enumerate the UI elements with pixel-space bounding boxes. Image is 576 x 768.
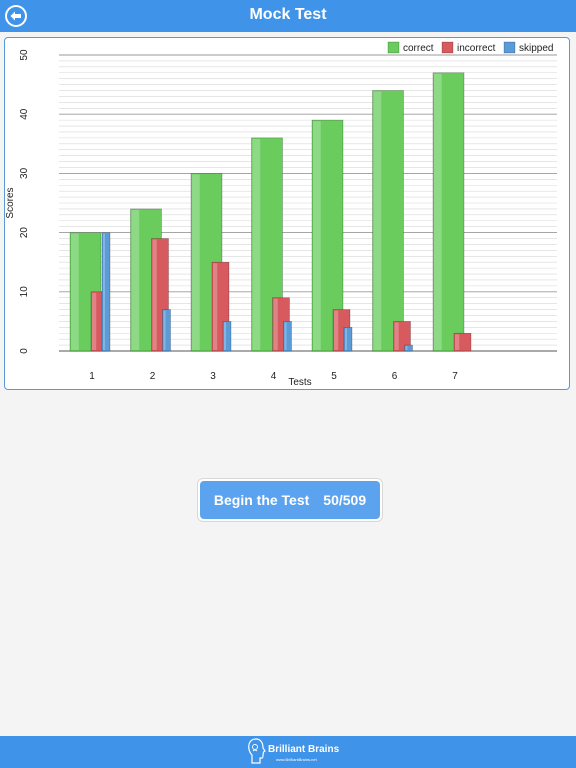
x-tick-label: 3 bbox=[210, 371, 216, 382]
brand-name: Brilliant Brains bbox=[268, 744, 340, 755]
x-tick-label: 4 bbox=[271, 371, 277, 382]
y-tick-label: 10 bbox=[19, 286, 30, 298]
top-bar: Mock Test bbox=[0, 0, 576, 32]
x-tick-label: 6 bbox=[392, 371, 398, 382]
incorrect-bar bbox=[393, 321, 411, 352]
scores-chart-panel: 0 10 20 30 40 50 Scores 1 2 3 4 5 6 7 Tests correct inc… bbox=[4, 37, 570, 390]
brand-url: www.BrilliantBrains.net bbox=[276, 757, 317, 762]
begin-test-label: Begin the Test bbox=[213, 492, 310, 508]
y-tick-label: 30 bbox=[19, 167, 30, 179]
bar-highlight bbox=[192, 174, 200, 350]
legend-label: incorrect bbox=[457, 43, 496, 54]
skipped-bar bbox=[101, 232, 111, 352]
bar-highlight bbox=[252, 138, 261, 350]
bar-highlight bbox=[163, 310, 166, 350]
skipped-bar bbox=[222, 321, 232, 352]
page-title: Mock Test bbox=[249, 6, 327, 23]
x-tick-label: 7 bbox=[452, 371, 458, 382]
bar-highlight bbox=[313, 121, 321, 351]
legend-swatch bbox=[441, 41, 454, 54]
skipped-bar bbox=[283, 321, 292, 352]
bar-highlight bbox=[273, 298, 278, 350]
bar-highlight bbox=[92, 292, 97, 350]
bar-highlight bbox=[213, 263, 218, 350]
bar-highlight bbox=[334, 310, 339, 350]
bar-highlight bbox=[152, 239, 157, 350]
y-tick-label: 50 bbox=[19, 49, 30, 61]
back-button[interactable] bbox=[5, 5, 27, 27]
y-tick-label: 0 bbox=[19, 348, 30, 354]
bar-highlight bbox=[394, 322, 399, 350]
question-progress: 50/509 bbox=[323, 492, 367, 508]
bar-highlight bbox=[224, 322, 226, 350]
skipped-bar bbox=[162, 309, 171, 352]
legend-swatch bbox=[387, 41, 400, 54]
skipped-bar bbox=[343, 327, 353, 352]
y-axis-title: Scores bbox=[5, 187, 16, 218]
bar-highlight bbox=[131, 209, 140, 350]
brain-head-icon bbox=[248, 738, 266, 764]
x-axis-title: Tests bbox=[288, 377, 311, 388]
incorrect-bar bbox=[453, 332, 472, 352]
y-tick-label: 20 bbox=[19, 227, 30, 239]
bar-highlight bbox=[405, 346, 408, 350]
back-arrow-icon bbox=[7, 7, 25, 25]
legend-swatch bbox=[503, 41, 516, 54]
correct-bar bbox=[432, 72, 465, 352]
legend-label: skipped bbox=[519, 43, 553, 54]
begin-test-button[interactable]: Begin the Test 50/509 bbox=[197, 478, 383, 522]
bar-highlight bbox=[434, 73, 442, 350]
x-tick-label: 2 bbox=[150, 371, 156, 382]
x-tick-label: 5 bbox=[331, 371, 337, 382]
scores-chart: 0 10 20 30 40 50 Scores 1 2 3 4 5 6 7 Tests correct inc… bbox=[5, 41, 557, 388]
bar-highlight bbox=[71, 233, 79, 350]
skipped-bar bbox=[404, 344, 413, 352]
legend-label: correct bbox=[403, 43, 434, 54]
y-tick-label: 40 bbox=[19, 108, 30, 120]
bar-highlight bbox=[103, 233, 105, 350]
bar-highlight bbox=[455, 334, 460, 350]
bar-highlight bbox=[373, 91, 382, 350]
footer-bar: Brilliant Brains www.BrilliantBrains.net bbox=[0, 736, 576, 768]
bar-highlight bbox=[284, 322, 287, 350]
correct-bar bbox=[372, 90, 404, 352]
bar-highlight bbox=[345, 328, 347, 350]
x-tick-label: 1 bbox=[89, 371, 95, 382]
